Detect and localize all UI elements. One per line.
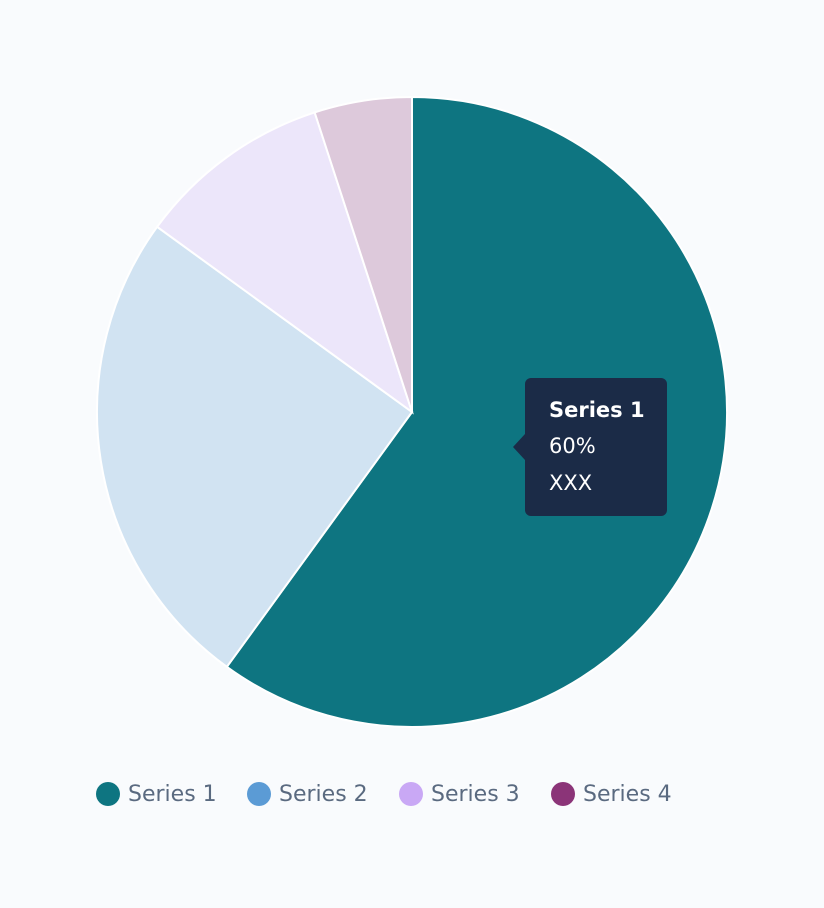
tooltip-title: Series 1 <box>549 398 645 422</box>
legend-label[interactable]: Series 4 <box>583 782 672 807</box>
legend-swatch[interactable] <box>551 782 575 806</box>
tooltip-text: XXX <box>549 471 592 495</box>
tooltip-value: 60% <box>549 434 596 458</box>
legend-label[interactable]: Series 2 <box>279 782 368 807</box>
pie-slice[interactable] <box>313 95 413 413</box>
pie-slice[interactable] <box>225 95 728 728</box>
legend-label[interactable]: Series 3 <box>431 782 520 807</box>
legend-label[interactable]: Series 1 <box>128 782 217 807</box>
legend-swatch[interactable] <box>399 782 423 806</box>
pie-slice[interactable] <box>96 225 414 669</box>
legend-swatch[interactable] <box>247 782 271 806</box>
tooltip-pointer <box>513 434 525 460</box>
tooltip-box <box>525 378 667 516</box>
legend-swatch[interactable] <box>96 782 120 806</box>
pie <box>96 95 728 728</box>
pie-slice[interactable] <box>155 111 414 415</box>
legend: Series 1 Series 2 Series 3 Series 4 <box>96 782 672 807</box>
tooltip: Series 1 60% XXX <box>513 378 667 516</box>
